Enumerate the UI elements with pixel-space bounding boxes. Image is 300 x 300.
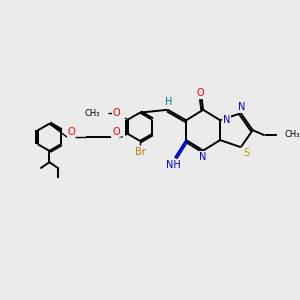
Text: Br: Br xyxy=(135,147,146,157)
Text: O: O xyxy=(196,88,204,98)
Text: CH₃: CH₃ xyxy=(85,109,100,118)
Text: NH: NH xyxy=(166,160,181,170)
Text: S: S xyxy=(243,148,250,158)
Text: H: H xyxy=(165,98,172,107)
Text: N: N xyxy=(238,102,246,112)
Text: O: O xyxy=(68,127,75,136)
Text: N: N xyxy=(199,152,206,162)
Text: CH₃: CH₃ xyxy=(285,130,300,139)
Text: O: O xyxy=(112,127,120,136)
Text: N: N xyxy=(223,115,231,125)
Text: O: O xyxy=(112,109,120,118)
